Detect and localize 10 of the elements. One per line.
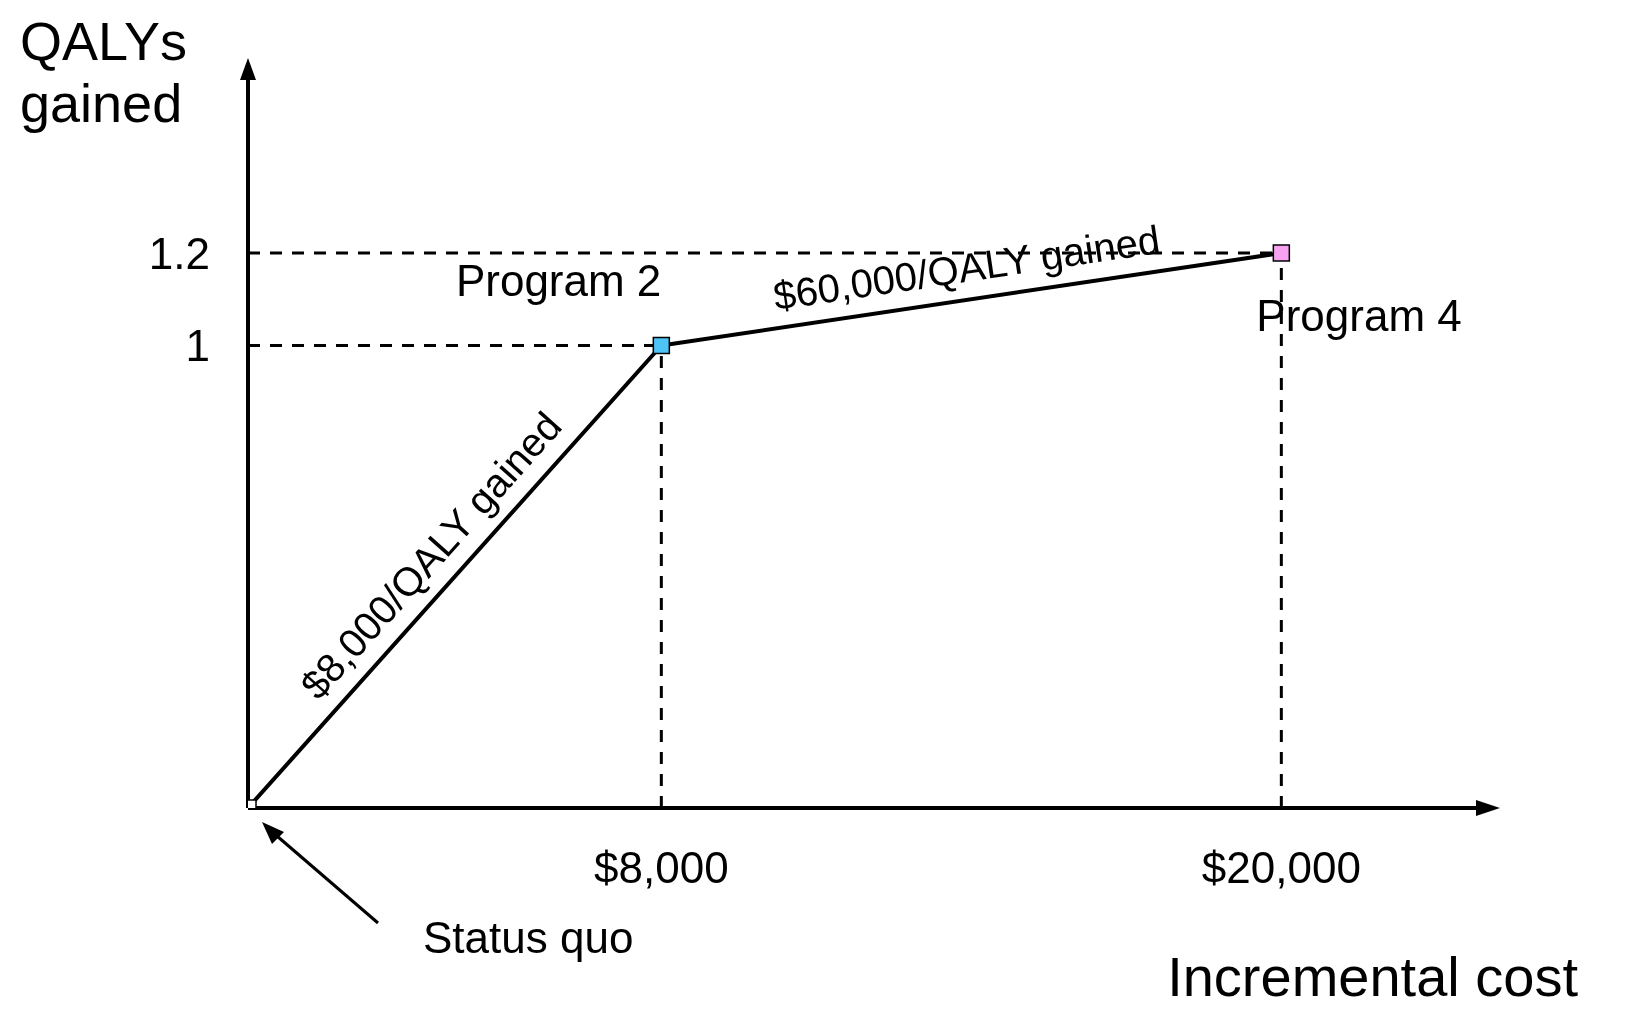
x-tick-label: $8,000 [594,843,729,893]
annotation: Program 2 [455,255,662,305]
x-tick-label: $20,000 [1201,843,1361,893]
y-axis-title: QALYs gained [20,11,188,133]
y-tick-label: 1 [185,321,210,371]
text: Status quo [423,913,634,962]
annotation: $60,000/QALY gained [770,217,1163,319]
annotation: Program 4 [1256,291,1462,340]
y-tick-label: 1.2 [148,228,210,278]
x-axis-title: Incremental cost [1167,945,1579,1008]
